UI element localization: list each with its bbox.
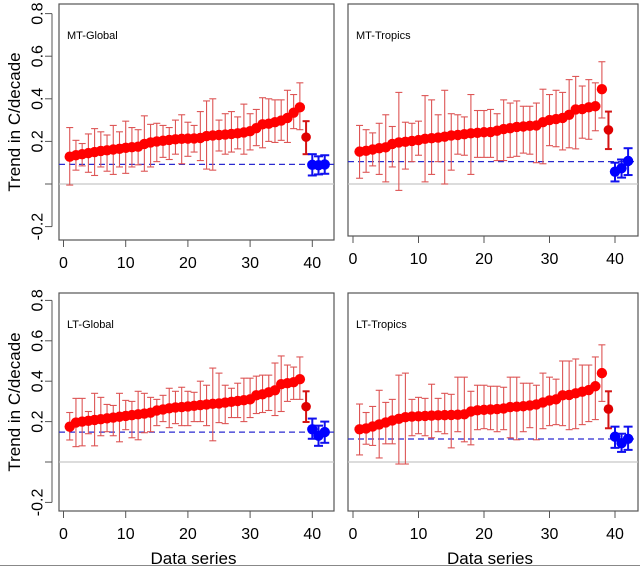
x-tick-label: 40 — [303, 255, 321, 272]
x-tick-label: 20 — [475, 526, 493, 543]
x-tick-label: 30 — [241, 526, 259, 543]
series-observations — [609, 425, 634, 453]
panel-title: MT-Global — [67, 30, 118, 42]
series-observations — [307, 153, 330, 177]
data-point — [609, 431, 621, 442]
x-tick-label: 0 — [349, 251, 358, 268]
data-point — [307, 424, 318, 435]
x-axis-label: Data series — [151, 549, 237, 566]
data-point — [301, 401, 311, 412]
y-tick-label: 0.8 — [30, 2, 47, 24]
series-models — [64, 82, 311, 186]
plot-frame — [347, 292, 639, 512]
panel-title: LT-Tropics — [356, 319, 407, 331]
data-point — [301, 132, 311, 142]
x-tick-label: 20 — [475, 251, 493, 268]
y-tick-label: 0.6 — [30, 330, 47, 352]
x-tick-label: 30 — [241, 255, 259, 272]
panel-top-left: 0 10 20 30 40 -0.2 0.2 0.4 0.6 0.8 Trend in C/deca… — [5, 2, 335, 272]
y-tick-label: 0.4 — [30, 370, 47, 392]
panel-top-right: 0 10 20 30 40 MT-Tropics — [347, 3, 639, 268]
data-point — [622, 433, 634, 444]
y-tick-label: 0.8 — [30, 289, 47, 311]
panel-title: MT-Tropics — [356, 30, 411, 42]
x-tick-label: 20 — [179, 526, 197, 543]
x-tick-label: 20 — [179, 255, 197, 272]
y-tick-label: -0.2 — [30, 489, 47, 517]
plot-frame — [58, 292, 335, 512]
panel-title: LT-Global — [67, 319, 114, 331]
x-tick-label: 30 — [541, 251, 559, 268]
x-tick-label: 0 — [59, 526, 68, 543]
series-models — [64, 355, 311, 448]
data-point — [596, 84, 608, 95]
y-tick-label: 0.2 — [30, 130, 47, 152]
x-tick-label: 40 — [606, 251, 624, 268]
data-point — [294, 102, 306, 113]
x-tick-label: 0 — [349, 526, 358, 543]
x-tick-label: 0 — [59, 255, 68, 272]
data-point — [319, 159, 330, 170]
panel-bottom-left: 0 10 20 30 40 -0.2 0.2 0.4 0.6 0.8 Trend in C/deca… — [5, 289, 335, 566]
data-point — [294, 373, 306, 385]
y-tick-label: 0.6 — [30, 45, 47, 67]
y-tick-label: 0.2 — [30, 410, 47, 432]
x-tick-label: 10 — [410, 251, 428, 268]
data-point — [603, 125, 614, 135]
series-observations — [307, 417, 330, 447]
panel-bottom-right: 0 10 20 30 40 Data series LT-Tropics — [347, 292, 639, 566]
data-point — [616, 163, 627, 174]
x-tick-label: 30 — [541, 526, 559, 543]
y-tick-label: 0.4 — [30, 88, 47, 110]
x-tick-label: 40 — [303, 526, 321, 543]
y-axis-label: Trend in C/decade — [5, 332, 24, 471]
series-models — [354, 344, 614, 465]
data-point — [603, 404, 614, 414]
plot-frame — [347, 3, 639, 237]
x-tick-label: 10 — [117, 255, 135, 272]
data-point — [596, 367, 608, 379]
x-tick-label: 10 — [410, 526, 428, 543]
data-point — [622, 155, 634, 167]
plot-frame — [58, 3, 335, 241]
x-tick-label: 10 — [117, 526, 135, 543]
data-point — [590, 381, 601, 392]
data-point — [590, 101, 601, 112]
x-tick-label: 40 — [606, 526, 624, 543]
data-point — [319, 426, 330, 438]
series-observations — [609, 147, 634, 183]
x-axis-label: Data series — [447, 549, 533, 566]
y-axis-label: Trend in C/decade — [5, 52, 24, 191]
series-models — [354, 61, 614, 191]
y-tick-label: -0.2 — [30, 213, 47, 241]
